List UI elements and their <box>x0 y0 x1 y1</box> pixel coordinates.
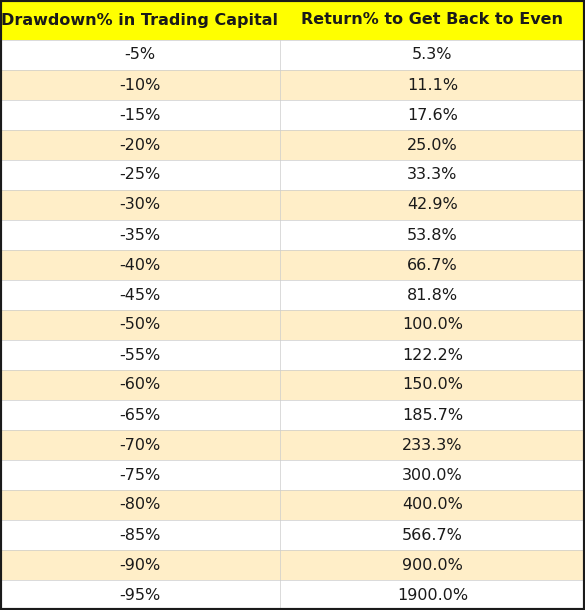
Text: -90%: -90% <box>119 558 160 573</box>
Text: 900.0%: 900.0% <box>402 558 463 573</box>
Bar <box>0 400 280 430</box>
Bar <box>0 580 280 610</box>
Bar <box>280 250 585 280</box>
Text: -40%: -40% <box>119 257 160 273</box>
Text: -5%: -5% <box>124 48 156 62</box>
Bar <box>0 520 280 550</box>
Bar <box>280 40 585 70</box>
Text: 5.3%: 5.3% <box>412 48 453 62</box>
Text: -50%: -50% <box>119 317 160 332</box>
Text: -95%: -95% <box>119 587 160 603</box>
Text: Drawdown% in Trading Capital: Drawdown% in Trading Capital <box>1 12 278 27</box>
Bar <box>0 130 280 160</box>
Bar <box>0 340 280 370</box>
Text: 25.0%: 25.0% <box>407 137 457 152</box>
Text: 566.7%: 566.7% <box>402 528 463 542</box>
Bar <box>280 220 585 250</box>
Bar <box>280 550 585 580</box>
Text: -65%: -65% <box>119 407 160 423</box>
Bar <box>0 220 280 250</box>
Text: 122.2%: 122.2% <box>402 348 463 362</box>
Bar <box>0 250 280 280</box>
Bar <box>0 310 280 340</box>
Bar <box>280 460 585 490</box>
Bar <box>280 160 585 190</box>
Bar <box>0 70 280 100</box>
Text: 100.0%: 100.0% <box>402 317 463 332</box>
Text: -85%: -85% <box>119 528 160 542</box>
Text: -60%: -60% <box>119 378 160 392</box>
Bar <box>0 280 280 310</box>
Text: 17.6%: 17.6% <box>407 107 457 123</box>
Text: -30%: -30% <box>119 198 160 212</box>
Text: Return% to Get Back to Even: Return% to Get Back to Even <box>301 12 563 27</box>
Bar <box>280 100 585 130</box>
Bar <box>280 400 585 430</box>
Bar <box>280 280 585 310</box>
Text: -10%: -10% <box>119 77 160 93</box>
Text: -75%: -75% <box>119 467 160 483</box>
Text: 300.0%: 300.0% <box>402 467 463 483</box>
Bar <box>0 550 280 580</box>
Bar <box>0 40 280 70</box>
Text: 53.8%: 53.8% <box>407 228 457 243</box>
Bar <box>280 70 585 100</box>
Bar <box>0 370 280 400</box>
Bar <box>0 430 280 460</box>
Text: 42.9%: 42.9% <box>407 198 457 212</box>
Bar <box>280 520 585 550</box>
Text: 81.8%: 81.8% <box>407 287 458 303</box>
Text: 33.3%: 33.3% <box>407 168 457 182</box>
Bar <box>280 310 585 340</box>
Text: -55%: -55% <box>119 348 160 362</box>
Bar <box>280 340 585 370</box>
Bar <box>0 160 280 190</box>
Text: -70%: -70% <box>119 437 160 453</box>
Bar <box>0 490 280 520</box>
Text: 150.0%: 150.0% <box>402 378 463 392</box>
Text: 233.3%: 233.3% <box>402 437 463 453</box>
Text: 185.7%: 185.7% <box>402 407 463 423</box>
Bar <box>280 580 585 610</box>
Text: -20%: -20% <box>119 137 160 152</box>
Bar <box>0 190 280 220</box>
Bar <box>0 460 280 490</box>
Text: 1900.0%: 1900.0% <box>397 587 468 603</box>
Text: -25%: -25% <box>119 168 160 182</box>
Text: -35%: -35% <box>119 228 160 243</box>
Text: -45%: -45% <box>119 287 160 303</box>
Bar <box>280 370 585 400</box>
Bar <box>280 490 585 520</box>
Text: 11.1%: 11.1% <box>407 77 458 93</box>
Text: -80%: -80% <box>119 498 160 512</box>
Bar <box>0 100 280 130</box>
Bar <box>280 130 585 160</box>
Text: 400.0%: 400.0% <box>402 498 463 512</box>
Bar <box>280 190 585 220</box>
Text: 66.7%: 66.7% <box>407 257 457 273</box>
Bar <box>0 0 585 40</box>
Text: -15%: -15% <box>119 107 160 123</box>
Bar <box>280 430 585 460</box>
